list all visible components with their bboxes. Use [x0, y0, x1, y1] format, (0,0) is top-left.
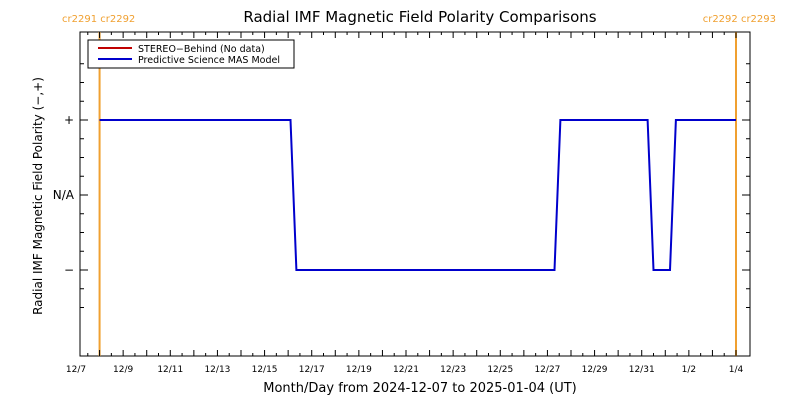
x-tick-label: 12/7 — [66, 365, 86, 375]
series-line — [99, 119, 736, 271]
x-tick-label: 1/2 — [682, 365, 696, 375]
legend-label: STEREO−Behind (No data) — [138, 44, 265, 55]
carrington-markers: cr2291 cr2292 cr2292 cr2293 — [62, 14, 776, 356]
rotation-marker-label: cr2291 cr2292 — [62, 14, 135, 25]
x-tick-label: 12/21 — [393, 365, 419, 375]
rotation-marker-label: cr2292 cr2293 — [703, 14, 776, 25]
x-tick-label: 12/25 — [487, 365, 513, 375]
legend-label: Predictive Science MAS Model — [138, 55, 280, 66]
x-tick-label: 12/29 — [582, 365, 608, 375]
x-tick-label: 12/31 — [629, 365, 655, 375]
x-tick-label: 12/23 — [440, 365, 466, 375]
legend: STEREO−Behind (No data)Predictive Scienc… — [87, 39, 295, 69]
x-tick-label: 12/13 — [204, 365, 230, 375]
x-tick-label: 12/11 — [157, 365, 183, 375]
x-tick-label: 12/15 — [252, 365, 278, 375]
chart-title: Radial IMF Magnetic Field Polarity Compa… — [243, 8, 596, 26]
y-tick-label: + — [64, 113, 74, 127]
y-axis-ticks: + N/A − — [53, 63, 750, 308]
x-axis-ticks: 12/7 12/9 12/11 12/13 12/15 12/17 12/19 12/21 12… — [66, 32, 744, 375]
x-axis-label: Month/Day from 2024-12-07 to 2025-01-04 … — [263, 381, 576, 396]
x-tick-label: 12/27 — [534, 365, 560, 375]
plot-frame — [79, 31, 751, 357]
series-lines — [99, 119, 736, 271]
x-tick-label: 12/17 — [299, 365, 325, 375]
y-axis-label: Radial IMF Magnetic Field Polarity (−,+) — [31, 77, 45, 315]
y-tick-label: − — [64, 263, 74, 277]
legend-box — [87, 39, 295, 69]
x-tick-label: 12/9 — [113, 365, 133, 375]
y-tick-label: N/A — [53, 188, 75, 202]
x-tick-label: 12/19 — [346, 365, 372, 375]
x-tick-label: 1/4 — [729, 365, 744, 375]
